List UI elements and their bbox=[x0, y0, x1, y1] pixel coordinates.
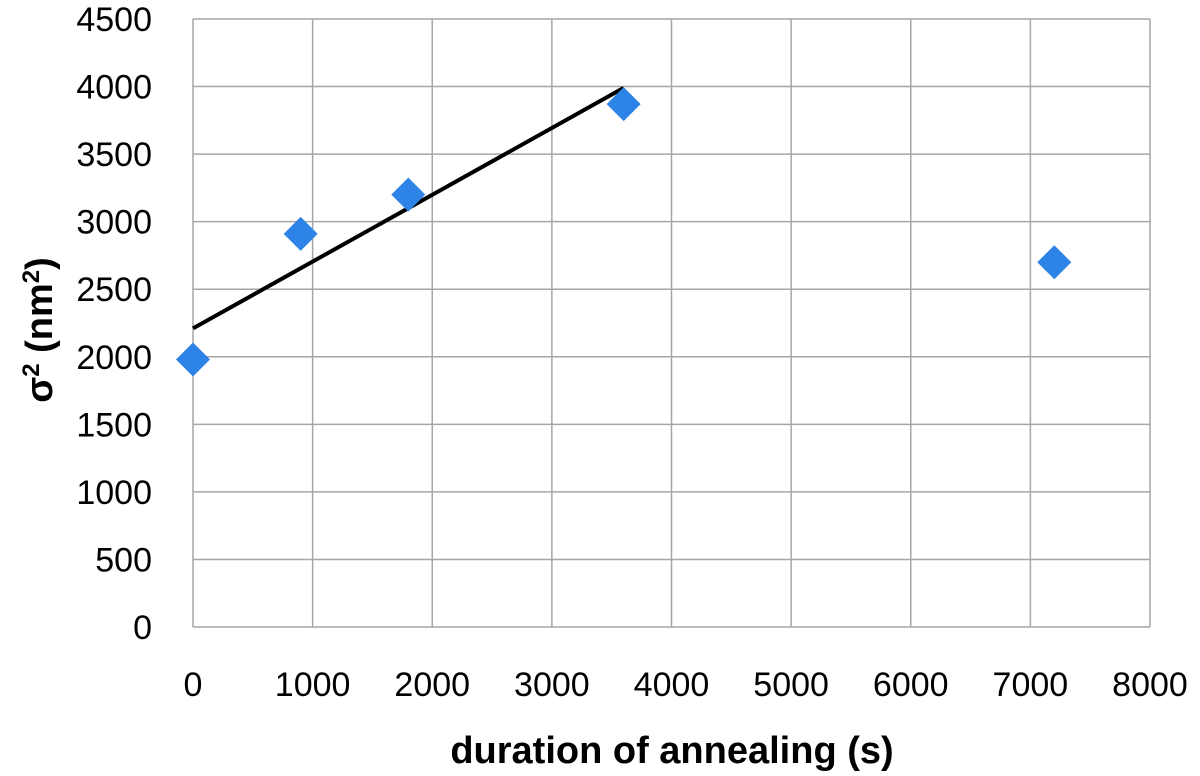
y-tick-label: 1500 bbox=[76, 406, 152, 444]
y-tick-label: 500 bbox=[95, 541, 152, 579]
y-tick-label: 0 bbox=[133, 609, 152, 647]
y-tick-label: 3500 bbox=[76, 136, 152, 174]
x-axis-title: duration of annealing (s) bbox=[450, 730, 893, 772]
superscript-two: 2 bbox=[18, 363, 45, 376]
x-tick-label: 3000 bbox=[514, 666, 590, 704]
data-point-diamond bbox=[391, 177, 426, 212]
data-point-diamond bbox=[606, 87, 641, 122]
x-tick-label: 1000 bbox=[275, 666, 351, 704]
y-axis-title: σ2 (nm2) bbox=[18, 257, 62, 403]
x-tick-label: 2000 bbox=[394, 666, 470, 704]
y-tick-label: 1000 bbox=[76, 474, 152, 512]
y-title-part: ) bbox=[19, 257, 61, 270]
y-title-part: σ bbox=[19, 377, 61, 403]
x-tick-label: 0 bbox=[184, 666, 203, 704]
grid-lines bbox=[192, 18, 1151, 628]
y-title-part: (nm bbox=[19, 283, 61, 363]
y-tick-label: 2000 bbox=[76, 339, 152, 377]
x-tick-label: 6000 bbox=[873, 666, 949, 704]
y-axis-tick-labels: 0 500 1000 1500 2000 2500 3000 3500 4000 4500 bbox=[76, 1, 152, 647]
superscript-two: 2 bbox=[18, 270, 45, 283]
x-tick-label: 5000 bbox=[753, 666, 829, 704]
data-point-diamond bbox=[283, 216, 318, 251]
y-tick-label: 4000 bbox=[76, 69, 152, 107]
x-tick-label: 4000 bbox=[634, 666, 710, 704]
data-points bbox=[176, 87, 1072, 377]
data-point-diamond bbox=[1037, 245, 1072, 280]
data-point-diamond bbox=[176, 342, 210, 377]
x-axis-tick-labels: 0 1000 2000 3000 4000 5000 6000 7000 8000 bbox=[184, 666, 1188, 704]
x-tick-label: 7000 bbox=[993, 666, 1069, 704]
y-tick-label: 2500 bbox=[76, 271, 152, 309]
y-tick-label: 3000 bbox=[76, 204, 152, 242]
x-tick-label: 8000 bbox=[1112, 666, 1188, 704]
y-tick-label: 4500 bbox=[76, 1, 152, 39]
